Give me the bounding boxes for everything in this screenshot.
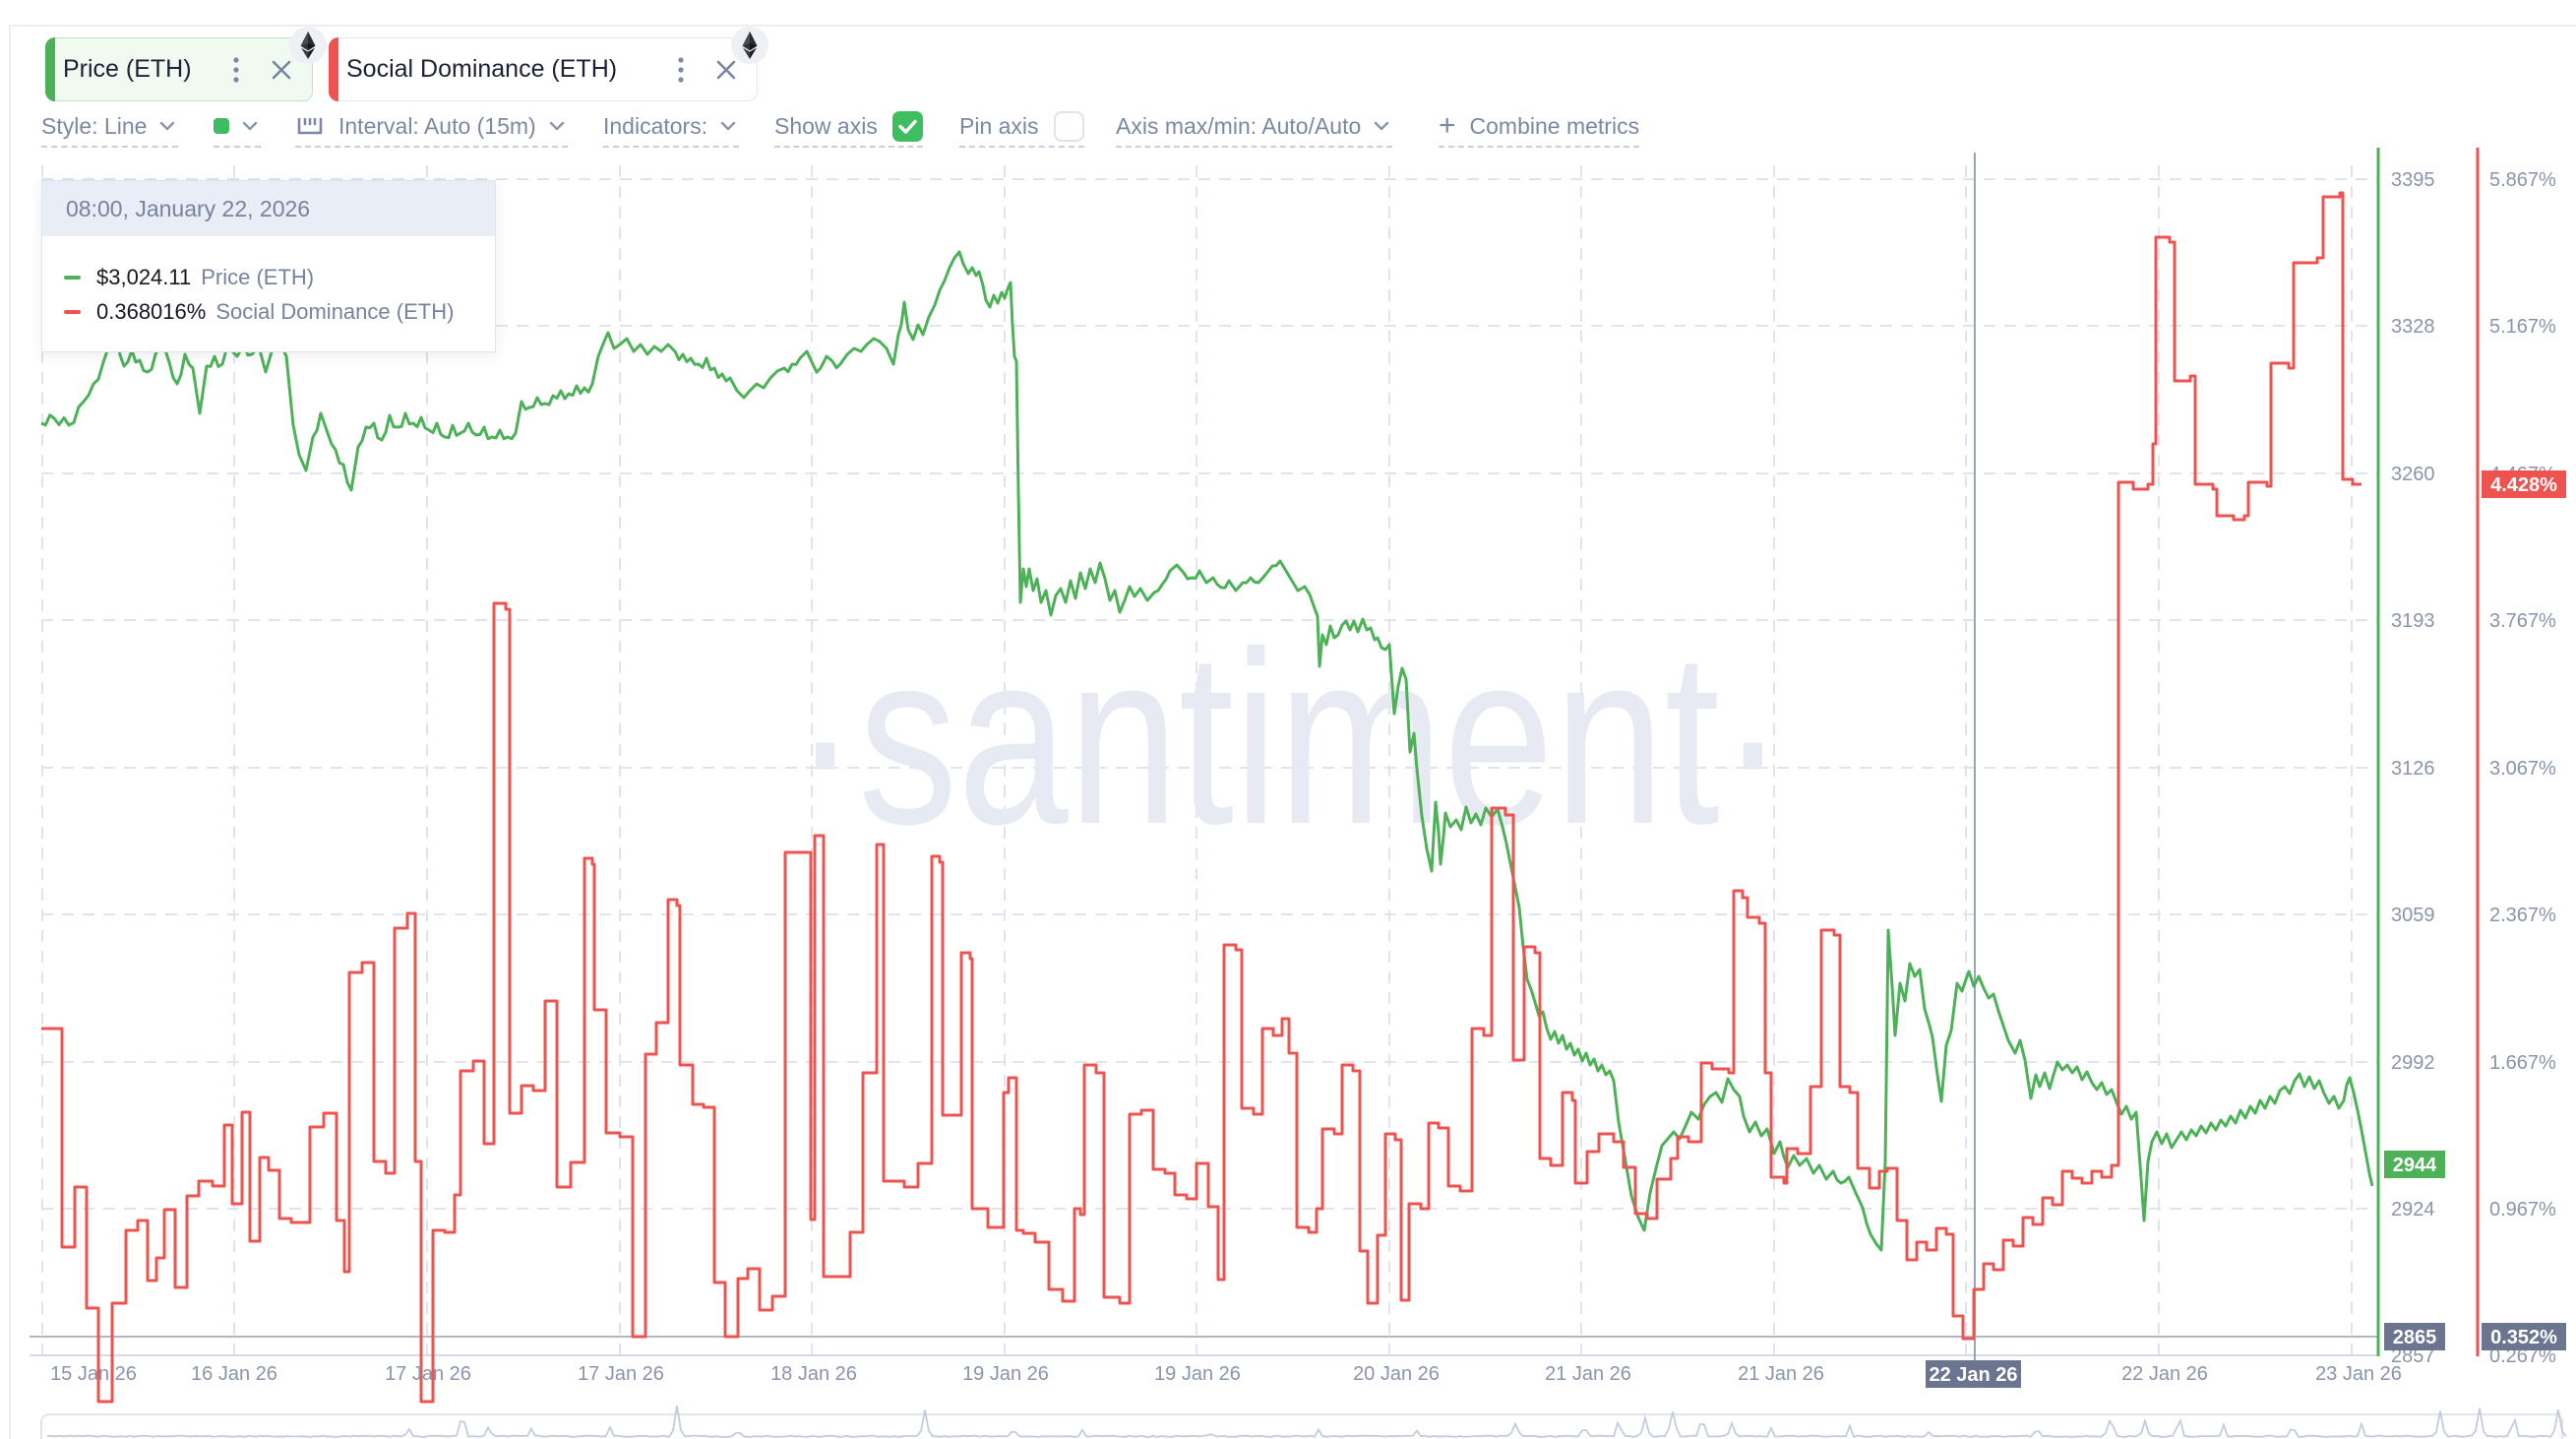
svg-text:3.067%: 3.067%	[2489, 758, 2556, 780]
svg-text:2992: 2992	[2391, 1052, 2435, 1074]
svg-text:20 Jan 26: 20 Jan 26	[1353, 1363, 1440, 1385]
svg-text:0.267%: 0.267%	[2489, 1345, 2556, 1367]
svg-text:22 Jan 26: 22 Jan 26	[2121, 1363, 2208, 1385]
svg-text:17 Jan 26: 17 Jan 26	[578, 1363, 664, 1385]
svg-text:19 Jan 26: 19 Jan 26	[1154, 1363, 1241, 1385]
svg-text:2.367%: 2.367%	[2489, 905, 2556, 926]
svg-text:3395: 3395	[2391, 169, 2435, 191]
svg-text:22 Jan 26: 22 Jan 26	[1929, 1364, 2017, 1386]
svg-text:3260: 3260	[2391, 464, 2435, 485]
svg-text:23 Jan 26: 23 Jan 26	[2315, 1363, 2402, 1385]
svg-text:2924: 2924	[2391, 1199, 2435, 1220]
svg-text:0.352%: 0.352%	[2490, 1327, 2557, 1348]
svg-text:17 Jan 26: 17 Jan 26	[385, 1363, 471, 1385]
svg-text:3.767%: 3.767%	[2489, 610, 2556, 632]
svg-text:21 Jan 26: 21 Jan 26	[1545, 1363, 1631, 1385]
svg-text:3193: 3193	[2391, 610, 2435, 632]
svg-text:5.867%: 5.867%	[2489, 169, 2556, 191]
svg-text:4.428%: 4.428%	[2490, 474, 2557, 496]
svg-text:2865: 2865	[2393, 1327, 2437, 1348]
svg-text:·santiment·: ·santiment·	[792, 600, 1786, 875]
svg-text:1.667%: 1.667%	[2489, 1052, 2556, 1074]
svg-text:0.967%: 0.967%	[2489, 1199, 2556, 1220]
svg-text:21 Jan 26: 21 Jan 26	[1738, 1363, 1824, 1385]
svg-text:16 Jan 26: 16 Jan 26	[191, 1363, 277, 1385]
svg-text:2944: 2944	[2393, 1155, 2437, 1176]
svg-text:19 Jan 26: 19 Jan 26	[962, 1363, 1049, 1385]
svg-text:3126: 3126	[2391, 758, 2435, 780]
svg-text:3059: 3059	[2391, 905, 2435, 926]
svg-text:3328: 3328	[2391, 316, 2435, 338]
svg-text:2857: 2857	[2391, 1345, 2435, 1367]
svg-text:18 Jan 26: 18 Jan 26	[770, 1363, 857, 1385]
svg-text:15 Jan 26: 15 Jan 26	[50, 1363, 137, 1385]
svg-text:5.167%: 5.167%	[2489, 316, 2556, 338]
